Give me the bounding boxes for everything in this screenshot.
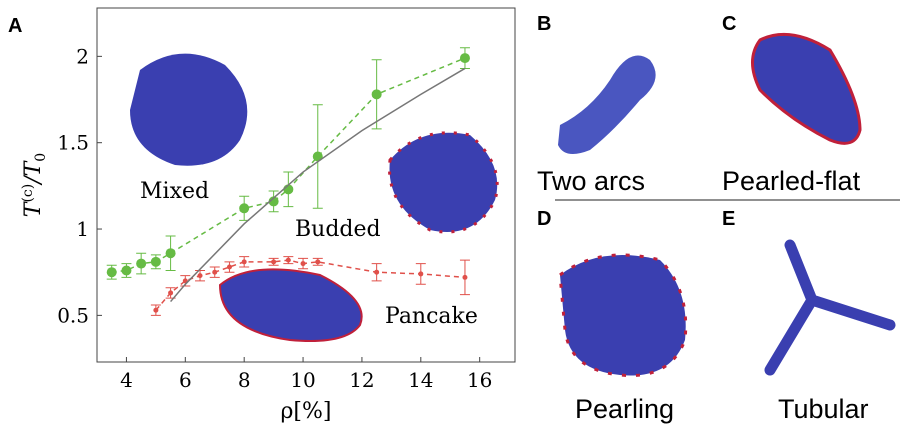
annotation: Budded — [295, 217, 381, 242]
panel-label: D — [537, 208, 551, 230]
panel-label: C — [722, 13, 736, 35]
panel-caption: Tubular — [778, 394, 869, 424]
point — [168, 290, 174, 296]
point — [462, 274, 468, 280]
annotation: Mixed — [140, 179, 209, 204]
y-label-mid: /T — [21, 159, 46, 185]
point — [212, 269, 218, 275]
point — [241, 259, 247, 265]
pancake-blob — [218, 268, 363, 342]
point — [371, 89, 382, 100]
point — [106, 267, 117, 278]
y-tick-label: 1 — [76, 217, 89, 241]
tubular-blob — [764, 239, 896, 376]
x-tick-label: 4 — [120, 368, 133, 392]
annotation: Pancake — [385, 304, 478, 329]
pearling-blob — [558, 253, 688, 378]
point — [150, 256, 161, 267]
point — [459, 53, 470, 64]
mixed-blob — [130, 53, 248, 166]
pearled-flat-blob — [751, 32, 862, 145]
panel-caption: Pearled-flat — [722, 166, 861, 196]
budded-blob — [388, 131, 499, 234]
panel-label: B — [537, 13, 551, 35]
point — [197, 273, 203, 279]
point — [374, 269, 380, 275]
point — [239, 203, 250, 214]
x-tick-label: 12 — [349, 368, 374, 392]
point — [315, 259, 321, 265]
point — [136, 258, 147, 269]
y-label-sub: 0 — [33, 153, 49, 162]
point — [418, 271, 424, 277]
series-line — [155, 259, 466, 311]
y-label-base: T — [21, 200, 46, 217]
point — [271, 259, 277, 265]
y-label-sup: (c) — [20, 184, 36, 203]
x-tick-label: 6 — [179, 368, 192, 392]
y-tick-label: 0.5 — [57, 303, 89, 327]
point — [285, 257, 291, 263]
panel-caption: Two arcs — [537, 166, 645, 196]
x-tick-label: 14 — [408, 368, 433, 392]
x-axis-label: ρ[%] — [280, 399, 331, 424]
y-tick-label: 2 — [76, 44, 89, 68]
point — [268, 196, 279, 207]
series-line — [170, 67, 466, 303]
point — [300, 261, 306, 267]
y-tick-label: 1.5 — [57, 131, 89, 155]
y-axis-label: T(c)/T0 — [20, 153, 49, 217]
point — [226, 264, 232, 270]
series-line — [111, 57, 466, 273]
point — [312, 151, 323, 162]
x-tick-label: 10 — [290, 368, 315, 392]
x-tick-label: 16 — [467, 368, 492, 392]
blobs — [130, 32, 896, 378]
panel-label: A — [8, 15, 22, 37]
panel-caption: Pearling — [575, 394, 674, 424]
point — [153, 307, 159, 313]
point — [165, 248, 176, 259]
two-arcs-blob — [558, 55, 656, 154]
panel-label: E — [722, 208, 735, 230]
point — [121, 265, 132, 276]
x-tick-label: 8 — [238, 368, 251, 392]
plot-frame — [96, 7, 516, 363]
